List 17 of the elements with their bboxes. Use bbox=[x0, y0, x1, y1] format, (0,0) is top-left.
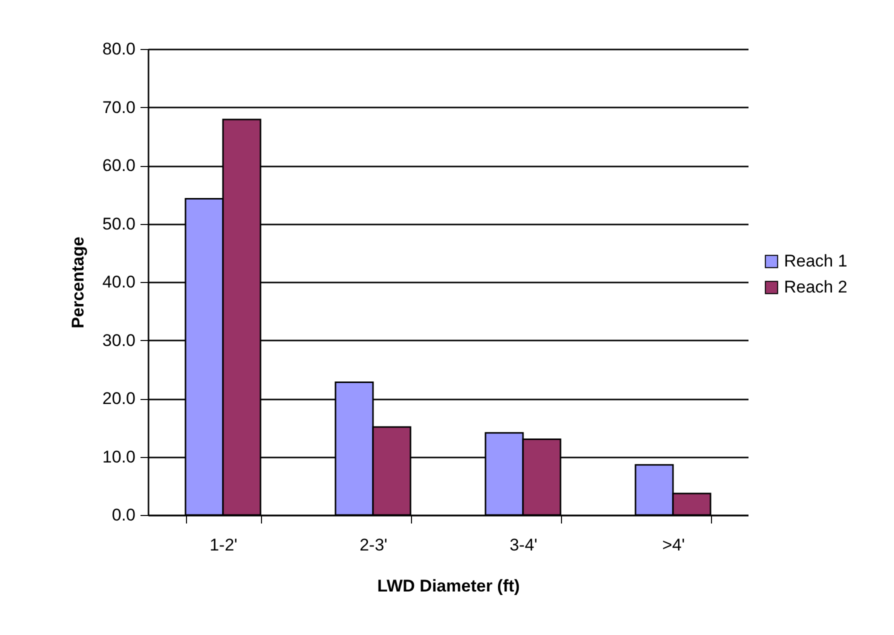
x-tick-label: >4' bbox=[662, 536, 685, 554]
y-tick-label: 30.0 bbox=[102, 330, 136, 350]
y-tick-label: 70.0 bbox=[102, 98, 136, 117]
y-tick-label: 20.0 bbox=[102, 389, 136, 408]
x-tick-label: 3-4' bbox=[510, 536, 538, 554]
y-tick-label: 40.0 bbox=[102, 272, 136, 292]
x-axis-title: LWD Diameter (ft) bbox=[377, 576, 520, 596]
y-axis-title: Percentage bbox=[68, 236, 88, 328]
y-tick-label: 80.0 bbox=[102, 40, 136, 58]
y-tick-label: 10.0 bbox=[102, 447, 136, 466]
legend-label: Reach 2 bbox=[784, 278, 848, 296]
y-tick-label: 60.0 bbox=[102, 156, 136, 175]
x-tick-label: 2-3' bbox=[360, 536, 388, 554]
x-tick-label: 1-2' bbox=[210, 536, 238, 554]
legend-label: Reach 1 bbox=[784, 252, 848, 270]
y-tick-label: 0.0 bbox=[112, 506, 136, 524]
y-tick-label: 50.0 bbox=[102, 214, 136, 234]
